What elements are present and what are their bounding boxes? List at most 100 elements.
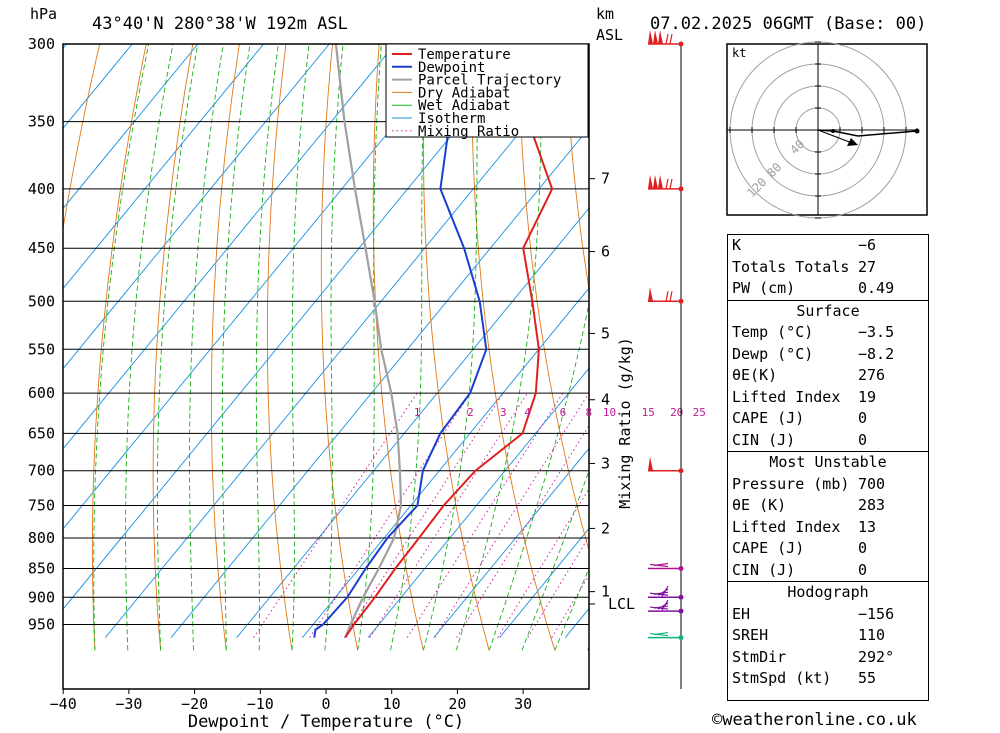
mixing-ratio-label: 15 bbox=[642, 406, 655, 419]
index-row: SREH 110 bbox=[728, 625, 928, 647]
km-tick-label: 4 bbox=[601, 391, 610, 409]
index-label: Dewp (°C) bbox=[732, 344, 814, 363]
index-value: 0 bbox=[858, 430, 868, 449]
isotherm-line bbox=[236, 207, 589, 638]
index-label: CIN (J) bbox=[732, 430, 796, 449]
index-value: 55 bbox=[858, 669, 877, 687]
temperature-line bbox=[344, 44, 580, 639]
isotherm-line bbox=[302, 287, 589, 638]
hodograph-trace bbox=[817, 129, 918, 137]
index-value: 27 bbox=[858, 257, 877, 276]
mixing-ratio-line bbox=[434, 392, 589, 638]
wet-adiabat-line bbox=[93, 44, 150, 651]
index-row: Temp (°C) −3.5 bbox=[728, 322, 928, 344]
index-row: θE (K) 283 bbox=[728, 495, 928, 517]
legend-label: Dewpoint bbox=[418, 60, 485, 76]
wet-adiabat-line bbox=[221, 44, 251, 651]
legend-label: Temperature bbox=[418, 47, 511, 63]
km-tick-label: 3 bbox=[601, 454, 610, 472]
pressure-tick-label: 350 bbox=[28, 113, 55, 131]
index-label: SREH bbox=[732, 626, 769, 644]
isotherm-line bbox=[367, 367, 589, 638]
x-tick-label: 30 bbox=[514, 695, 532, 713]
isotherm-line bbox=[63, 44, 199, 210]
isotherm-line bbox=[63, 44, 264, 290]
index-value: −3.5 bbox=[858, 323, 895, 341]
isotherm-line bbox=[499, 527, 589, 638]
index-row: PW (cm) 0.49 bbox=[728, 278, 928, 300]
index-row: CAPE (J) 0 bbox=[728, 408, 928, 430]
pressure-tick-label: 600 bbox=[28, 384, 55, 402]
index-label: θE (K) bbox=[732, 496, 787, 514]
index-value: 0 bbox=[858, 539, 868, 557]
index-value: −156 bbox=[858, 604, 895, 623]
dry-adiabat-line bbox=[372, 44, 424, 651]
index-row: Lifted Index 13 bbox=[728, 517, 928, 539]
lcl-label: LCL bbox=[608, 595, 635, 613]
index-label: Lifted Index bbox=[732, 387, 841, 406]
dry-adiabat-line bbox=[518, 44, 589, 552]
pressure-tick-label: 500 bbox=[28, 292, 55, 310]
mixing-ratio-label: 6 bbox=[560, 406, 567, 419]
wind-barb bbox=[648, 585, 684, 600]
hodograph-point bbox=[914, 128, 920, 134]
plot-frame bbox=[62, 43, 590, 690]
km-tick-label: 1 bbox=[601, 583, 610, 601]
index-row: Totals Totals 27 bbox=[728, 257, 928, 279]
wet-adiabat-line bbox=[554, 567, 589, 651]
dry-adiabat-line bbox=[980, 27, 1000, 650]
wind-barb bbox=[648, 456, 684, 474]
indices-panel: K −6 Totals Totals 27 PW (cm) 0.49 Surface Te… bbox=[727, 234, 929, 701]
storm-motion-vector bbox=[817, 129, 853, 144]
index-value: 0 bbox=[858, 560, 868, 579]
wet-adiabat-line bbox=[255, 44, 279, 651]
index-label: EH bbox=[732, 604, 751, 623]
index-row: StmSpd (kt) 55 bbox=[728, 668, 928, 690]
x-tick-label: −10 bbox=[247, 695, 274, 713]
pressure-tick-label: 800 bbox=[28, 529, 55, 547]
storm-motion-arrowhead bbox=[847, 138, 858, 146]
isotherm-line bbox=[63, 44, 330, 370]
index-row: EH −156 bbox=[728, 604, 928, 626]
index-value: 19 bbox=[858, 387, 877, 406]
index-label: StmDir bbox=[732, 647, 787, 666]
wet-adiabat-line bbox=[488, 301, 589, 651]
index-value: −6 bbox=[858, 236, 877, 254]
index-value: 13 bbox=[858, 517, 877, 536]
mixing-ratio-line bbox=[343, 392, 504, 638]
wet-adiabat-line bbox=[291, 44, 310, 651]
mixing-ratio-label: 20 bbox=[670, 406, 683, 419]
x-tick-label: −30 bbox=[115, 695, 142, 713]
x-tick-label: 10 bbox=[383, 695, 401, 713]
index-label: Totals Totals bbox=[732, 257, 850, 276]
isotherm-line bbox=[433, 447, 589, 638]
index-value: 110 bbox=[858, 626, 886, 644]
legend-label: Isotherm bbox=[418, 111, 485, 127]
legend-label: Mixing Ratio bbox=[418, 124, 519, 140]
pressure-tick-label: 700 bbox=[28, 462, 55, 480]
wet-adiabat-line bbox=[324, 44, 344, 651]
km-tick-label: 2 bbox=[601, 519, 610, 537]
index-label: CIN (J) bbox=[732, 560, 796, 579]
index-row: CIN (J) 0 bbox=[728, 560, 928, 582]
parcel-trajectory-line bbox=[334, 44, 403, 639]
wet-adiabat-line bbox=[189, 44, 224, 651]
index-label: K bbox=[732, 236, 742, 254]
hodograph-unit-label: kt bbox=[732, 46, 746, 60]
wet-adiabat-line bbox=[455, 44, 543, 651]
index-label: θE(K) bbox=[732, 366, 778, 384]
index-label: StmSpd (kt) bbox=[732, 669, 832, 687]
isotherm-line bbox=[105, 47, 589, 638]
pressure-tick-label: 550 bbox=[28, 340, 55, 358]
dry-adiabat-line bbox=[91, 44, 147, 651]
index-label: Lifted Index bbox=[732, 517, 841, 536]
index-row: CIN (J) 0 bbox=[728, 430, 928, 452]
dry-adiabat-line bbox=[266, 44, 293, 651]
location-title: 43°40'N 280°38'W 192m ASL bbox=[92, 14, 348, 34]
wind-barb bbox=[648, 287, 684, 304]
index-row: θE(K) 276 bbox=[728, 365, 928, 387]
mixing-ratio-line bbox=[253, 392, 418, 638]
index-row: Pressure (mb) 700 bbox=[728, 474, 928, 496]
